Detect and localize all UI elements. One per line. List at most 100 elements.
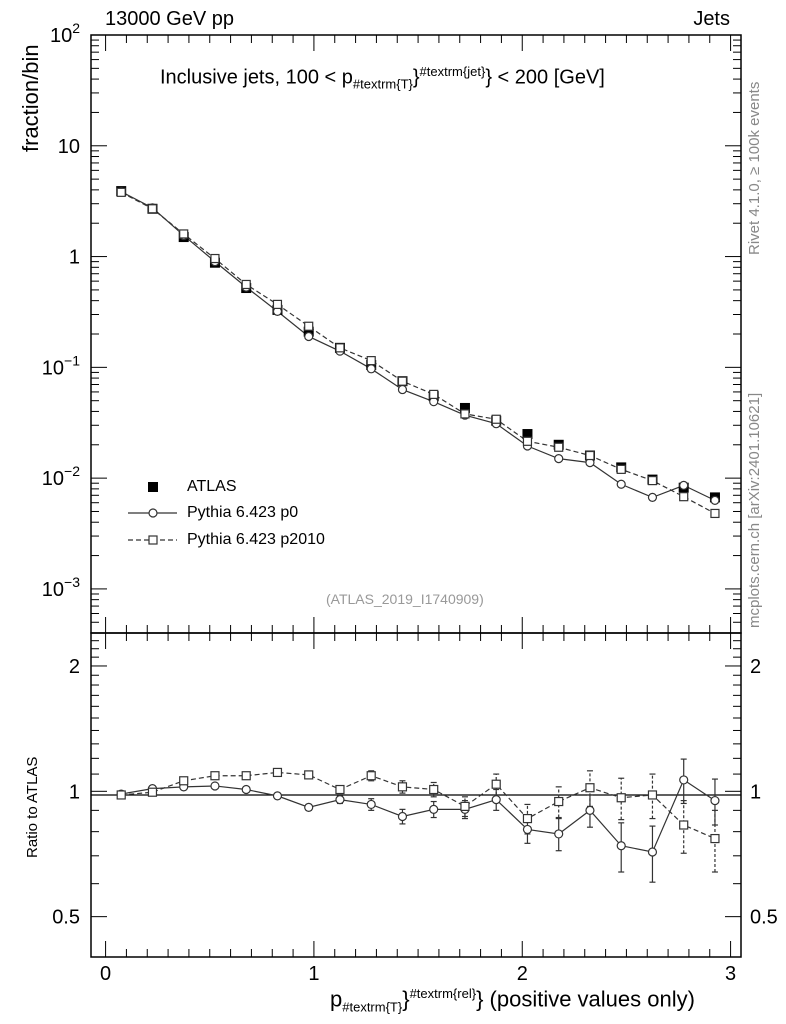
title-post: } < 200 [GeV]: [485, 66, 605, 89]
p0-ratio-point: [241, 784, 251, 795]
rivet-version-label: Rivet 4.1.0, ≥ 100k events: [746, 81, 763, 255]
ratio-tick-label-right: 0.5: [750, 907, 778, 929]
title-pre: Inclusive jets, 100 < p: [160, 66, 353, 89]
xlabel-pre: p: [330, 986, 343, 1012]
legend-label-atlas: ATLAS: [187, 478, 237, 495]
y-tick-label: 1: [69, 247, 80, 269]
p2010-ratio-point: [304, 770, 314, 780]
p0-ratio-point: [554, 829, 564, 839]
axis-ticks: 0 1 2 3 102 10 1 10−1 10−2 10−3 2 1 0.5 2 1 0.5: [42, 20, 778, 985]
ratio-tick-label: 1: [69, 781, 80, 803]
p2010-ratio-point: [397, 782, 408, 792]
p2010-point: [616, 464, 626, 474]
ratio-axis-label: Ratio to ATLAS: [24, 756, 41, 858]
p2010-point: [491, 414, 501, 424]
p0-point: [647, 492, 658, 502]
p2010-point: [335, 343, 345, 353]
p0-ratio-point: [679, 775, 689, 785]
process-label: Jets: [693, 8, 730, 30]
p0-ratio-point: [585, 805, 595, 815]
p0-point: [616, 479, 626, 489]
xlabel-sup: #textrm{rel}: [409, 986, 477, 1001]
p2010-point: [429, 389, 439, 399]
ratio-series: [116, 758, 720, 883]
p2010-point: [710, 508, 720, 519]
title-sup: #textrm{jet}: [419, 64, 486, 79]
p2010-ratio-point: [366, 771, 376, 781]
p0-point: [554, 454, 564, 464]
p2010-ratio-point: [679, 820, 689, 830]
p0-point: [679, 480, 689, 490]
p2010-ratio-point: [335, 784, 345, 795]
p2010-point: [147, 204, 158, 214]
legend-label-p2010: Pythia 6.423 p2010: [187, 531, 325, 548]
x-tick-label: 0: [100, 963, 111, 985]
x-tick-label: 3: [725, 963, 736, 985]
p0-point: [397, 384, 408, 395]
p0-line: [120, 191, 716, 501]
p2010-ratio-point: [616, 793, 626, 803]
xlabel-post: } (positive values only): [476, 986, 695, 1012]
p0-ratio-point: [491, 795, 501, 805]
p0-ratio-point: [272, 791, 283, 801]
analysis-id: (ATLAS_2019_I1740909): [326, 591, 484, 607]
legend-marker-atlas: [148, 482, 158, 492]
chart-title: Inclusive jets, 100 < p#textrm{T}}#textr…: [160, 64, 605, 92]
x-axis-label: p#textrm{T}}#textrm{rel}} (positive valu…: [330, 986, 695, 1015]
title-sub: #textrm{T}: [352, 76, 413, 92]
atlas-point: [522, 429, 533, 440]
p0-point: [710, 495, 720, 505]
data-series: [116, 186, 720, 519]
y-tick-label: 10−3: [42, 574, 80, 601]
p2010-ratio-point: [210, 771, 220, 781]
p2010-point: [585, 450, 595, 461]
p2010-ratio-point: [710, 833, 720, 844]
p2010-point: [679, 492, 689, 502]
p2010-point: [272, 299, 283, 310]
p2010-point: [460, 409, 470, 419]
legend: [128, 482, 177, 545]
legend-label-p0: Pythia 6.423 p0: [187, 504, 299, 521]
p2010-ratio-point: [522, 813, 533, 824]
xlabel-sub: #textrm{T}: [342, 999, 403, 1015]
p2010-ratio-point: [460, 801, 470, 811]
p2010-point: [116, 187, 126, 197]
p0-ratio-point: [647, 847, 658, 857]
p0-point: [366, 364, 376, 374]
p2010-point: [366, 356, 376, 366]
p0-ratio-point: [616, 841, 626, 851]
p0-ratio-point: [397, 811, 408, 822]
ratio-tick-label: 2: [69, 656, 80, 678]
p2010-point: [210, 253, 220, 264]
p0-ratio-point: [335, 795, 345, 805]
p2010-point: [304, 321, 314, 331]
p2010-point: [522, 436, 533, 446]
y-tick-label: 10−1: [42, 352, 80, 379]
p2010-ratio-point: [585, 783, 595, 793]
p2010-ratio-point: [272, 767, 283, 778]
atlas-point: [303, 326, 314, 337]
p2010-line: [120, 191, 716, 514]
mcplots-label: mcplots.cern.ch [arXiv:2401.10621]: [746, 392, 763, 628]
p2010-point: [397, 376, 408, 386]
y-tick-label: 10: [58, 136, 80, 158]
atlas-point: [459, 402, 470, 413]
p0-ratio-line: [121, 779, 716, 853]
p2010-point: [554, 442, 564, 452]
p2010-ratio-line: [121, 771, 716, 840]
p2010-ratio-point: [179, 776, 189, 786]
p2010-point: [647, 475, 658, 486]
p2010-ratio-point: [554, 796, 564, 807]
x-tick-label: 1: [308, 963, 319, 985]
p0-ratio-point: [429, 804, 439, 814]
p0-point: [304, 331, 314, 342]
xlabel-brace: }: [402, 986, 410, 1012]
p2010-ratio-point: [116, 790, 126, 800]
p2010-ratio-point: [647, 790, 658, 800]
p0-ratio-point: [522, 824, 533, 835]
p2010-point: [241, 279, 251, 290]
p2010-ratio-point: [241, 771, 251, 781]
ratio-tick-label: 0.5: [52, 907, 80, 929]
legend-marker-p2010: [148, 535, 158, 545]
